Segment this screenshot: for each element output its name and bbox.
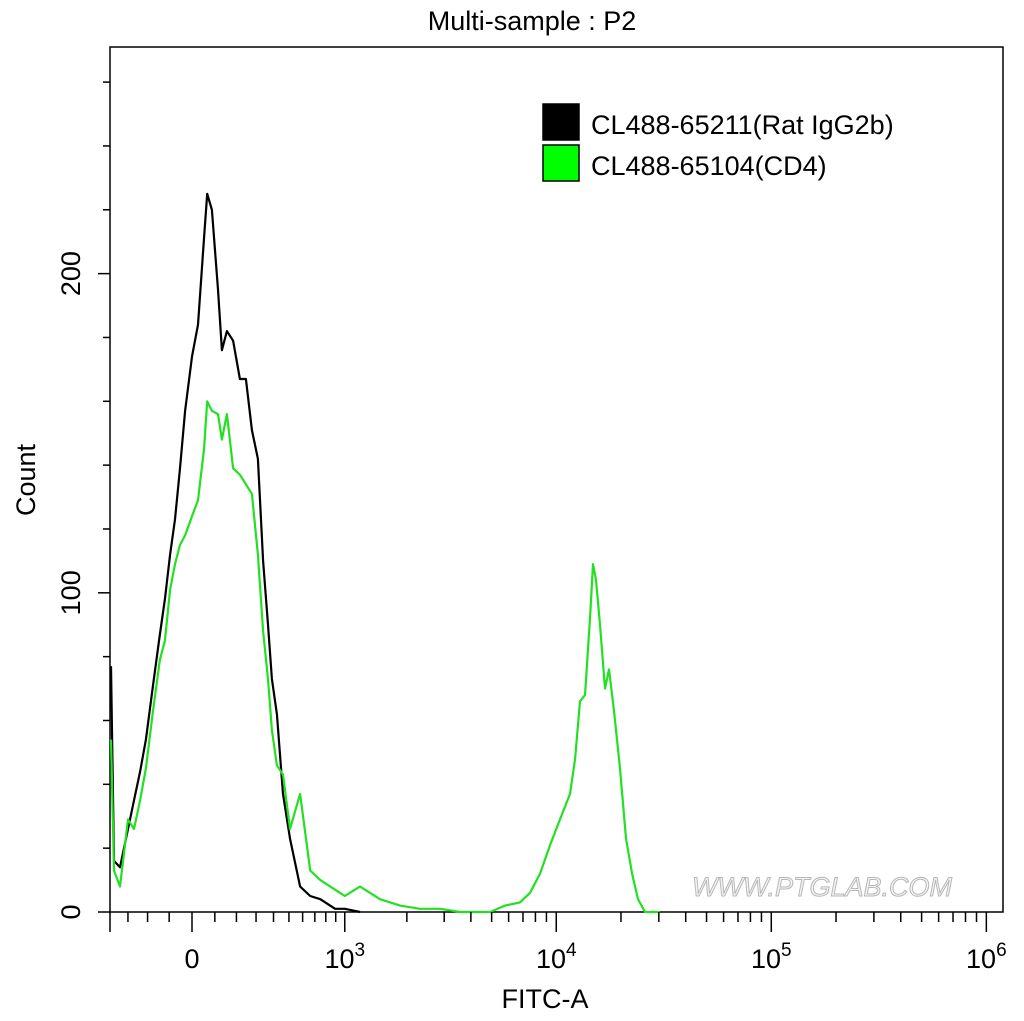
x-tick-label: 0 [184, 944, 199, 974]
y-tick-label: 100 [56, 570, 86, 615]
legend-label-isotype: CL488-65211(Rat IgG2b) [591, 110, 894, 140]
series-line-0 [109, 192, 361, 914]
x-tick-label: 103 [324, 940, 365, 974]
tick-base: 10 [324, 944, 354, 974]
watermark: WWW.PTGLAB.COM [692, 872, 952, 902]
x-tick-label: 104 [536, 940, 577, 974]
y-axis-label: Count [11, 443, 41, 516]
x-tick-label: 106 [966, 940, 1007, 974]
series-layer [109, 192, 660, 914]
tick-exponent: 4 [566, 940, 577, 961]
tick-exponent: 6 [996, 940, 1007, 961]
tick-base: 10 [966, 944, 996, 974]
x-axis-label: FITC-A [502, 984, 589, 1014]
legend: CL488-65211(Rat IgG2b) CL488-65104(CD4) [542, 103, 894, 182]
series-line-1 [109, 400, 660, 914]
legend-label-cd4: CL488-65104(CD4) [591, 151, 827, 181]
tick-base: 10 [751, 944, 781, 974]
y-tick-label: 200 [56, 251, 86, 296]
tick-exponent: 5 [781, 940, 792, 961]
tick-exponent: 3 [355, 940, 366, 961]
x-tick-label: 105 [751, 940, 792, 974]
y-tick-label: 0 [56, 904, 86, 919]
chart-title: Multi-sample : P2 [428, 6, 637, 36]
legend-swatch-isotype [542, 103, 580, 141]
legend-swatch-cd4 [542, 144, 580, 182]
tick-base: 10 [536, 944, 566, 974]
